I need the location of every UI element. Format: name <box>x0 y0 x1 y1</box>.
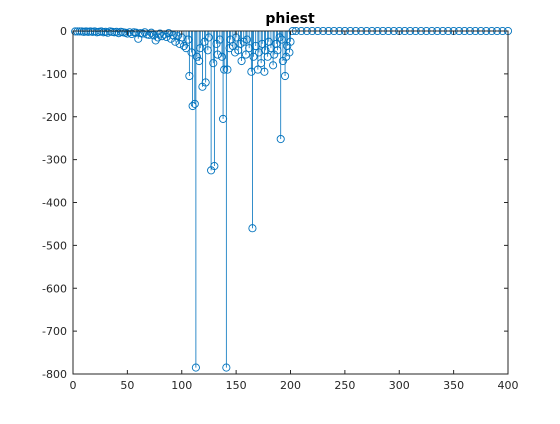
y-tick-label: 0 <box>60 25 67 38</box>
data-point <box>184 35 193 44</box>
data-point <box>114 29 123 38</box>
data-point <box>237 56 246 66</box>
data-point <box>260 67 269 76</box>
data-point <box>213 50 222 59</box>
data-point <box>173 32 182 41</box>
data-point <box>192 52 202 61</box>
data-point <box>285 48 294 57</box>
x-tick-label: 150 <box>226 379 247 392</box>
data-point <box>134 34 143 43</box>
data-point <box>219 114 228 123</box>
data-point <box>215 35 224 44</box>
data-point <box>222 363 231 372</box>
y-tick-label: -500 <box>42 239 67 252</box>
data-point <box>158 32 167 41</box>
data-point <box>241 50 250 59</box>
y-tick-label: -200 <box>42 111 67 124</box>
data-point <box>132 28 141 37</box>
data-point <box>191 363 200 372</box>
data-point <box>153 33 162 42</box>
data-point <box>147 28 156 37</box>
data-point <box>272 39 281 48</box>
data-point <box>179 41 188 51</box>
data-point <box>220 65 229 74</box>
data-point <box>223 65 232 74</box>
plot-area <box>73 31 508 374</box>
y-tick-label: -800 <box>42 368 67 381</box>
x-tick-label: 200 <box>280 379 301 392</box>
data-point <box>281 71 290 81</box>
data-point <box>103 28 112 37</box>
data-point <box>242 35 252 44</box>
y-ticks: 0 -100 -200 -300 -400 -500 -600 -700 -800 <box>42 25 508 381</box>
data-point <box>277 35 286 44</box>
x-tick-label: 50 <box>120 379 134 392</box>
data-point <box>125 28 134 37</box>
data-point <box>204 33 213 42</box>
data-point <box>273 46 282 55</box>
x-tick-label: 250 <box>334 379 355 392</box>
data-point <box>217 52 227 61</box>
y-tick-label: -400 <box>42 197 67 210</box>
data-point <box>196 44 205 53</box>
data-point <box>249 52 258 61</box>
data-point <box>185 71 194 81</box>
data-point <box>200 37 209 46</box>
data-point <box>164 29 173 38</box>
data-point <box>257 59 266 68</box>
data-point <box>171 37 180 46</box>
data-point <box>195 56 204 66</box>
data-point <box>155 29 165 38</box>
data-point <box>138 29 147 38</box>
y-tick-label: -700 <box>42 325 67 338</box>
data-point <box>269 61 278 70</box>
x-tick-label: 400 <box>498 379 519 392</box>
data-point <box>112 27 121 36</box>
data-point <box>210 162 219 171</box>
x-tick-label: 0 <box>70 379 77 392</box>
data-point <box>140 28 149 37</box>
x-tick-label: 100 <box>171 379 192 392</box>
data-point <box>203 46 212 55</box>
y-tick-label: -600 <box>42 282 67 295</box>
data-point <box>182 44 191 53</box>
data-point <box>248 224 257 233</box>
data-point <box>190 99 199 108</box>
x-tick-label: 350 <box>443 379 464 392</box>
x-tick-label: 300 <box>389 379 410 392</box>
x-ticks: 0 50 100 150 200 250 300 350 400 <box>70 31 519 392</box>
data-point <box>209 59 218 68</box>
data-point <box>286 37 295 46</box>
data-point <box>187 48 196 57</box>
data-point <box>123 29 132 38</box>
y-tick-label: -300 <box>42 154 67 167</box>
data-point <box>276 134 285 144</box>
chart-title: phiest <box>265 11 315 27</box>
data-point <box>127 29 136 39</box>
data-point <box>201 78 210 87</box>
y-tick-label: -100 <box>42 68 67 81</box>
data-point <box>275 33 284 42</box>
data-point <box>188 101 197 111</box>
